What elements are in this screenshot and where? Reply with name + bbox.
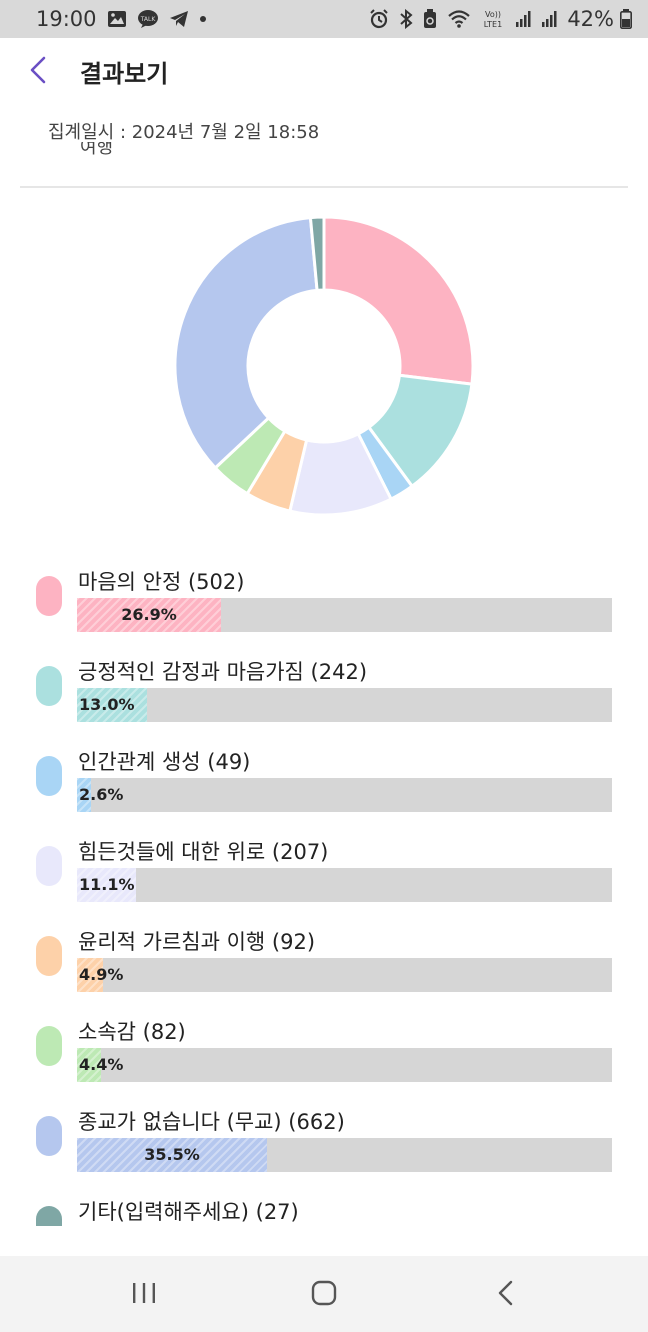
- signal-icon: [515, 10, 531, 28]
- result-label: 마음의 안정 (502): [78, 570, 245, 594]
- wifi-icon: [447, 9, 471, 29]
- svg-text:TALK: TALK: [139, 16, 156, 23]
- recent-apps-icon: [133, 1283, 155, 1303]
- legend-dot: [36, 756, 62, 796]
- result-label: 인간관계 생성 (49): [78, 750, 251, 774]
- result-item: 기타(입력해주세요) (27): [0, 1190, 648, 1226]
- svg-text:Vo)): Vo)): [485, 10, 501, 19]
- result-item: 소속감 (82) 4.4%: [0, 1010, 648, 1100]
- result-label: 소속감 (82): [78, 1020, 186, 1044]
- status-bar: 19:00 TALK Vo)) LTE1: [0, 0, 648, 38]
- percent-bar: 2.6%: [77, 778, 612, 812]
- result-label: 긍정적인 감정과 마음가짐 (242): [78, 660, 368, 684]
- result-item: 마음의 안정 (502) 26.9%: [0, 560, 648, 650]
- navigation-bar: [0, 1256, 648, 1332]
- percent-bar-fill: [77, 598, 221, 632]
- percent-text: 4.9%: [79, 965, 124, 984]
- home-icon: [311, 1280, 337, 1306]
- legend-dot: [36, 576, 62, 616]
- legend-dot: [36, 666, 62, 706]
- percent-bar: 35.5%: [77, 1138, 612, 1172]
- percent-bar-fill: [77, 1048, 101, 1082]
- percent-bar: 11.1%: [77, 868, 612, 902]
- result-label: 윤리적 가르침과 이행 (92): [78, 930, 316, 954]
- percent-bar: 4.9%: [77, 958, 612, 992]
- telegram-icon: [169, 10, 189, 28]
- result-list[interactable]: 마음의 안정 (502) 26.9% 긍정적인 감정과 마음가짐 (242) 13.0…: [0, 560, 648, 1226]
- percent-bar-fill: [77, 1138, 267, 1172]
- donut-slice: [322, 215, 475, 386]
- result-item: 윤리적 가르침과 이행 (92) 4.9%: [0, 920, 648, 1010]
- signal-icon: [541, 10, 557, 28]
- result-label: 힘든것들에 대한 위로 (207): [78, 840, 329, 864]
- result-label: 종교가 없습니다 (무교) (662): [78, 1110, 345, 1134]
- back-button[interactable]: [24, 54, 56, 86]
- result-item: 힘든것들에 대한 위로 (207) 11.1%: [0, 830, 648, 920]
- percent-bar: 4.4%: [77, 1048, 612, 1082]
- donut-slice: [173, 215, 319, 471]
- result-item: 종교가 없습니다 (무교) (662) 35.5%: [0, 1100, 648, 1190]
- percent-bar-fill: [77, 688, 147, 722]
- legend-dot: [36, 936, 62, 976]
- donut-chart-svg: [173, 215, 475, 517]
- donut-slice: [308, 215, 326, 292]
- percent-text: 2.6%: [79, 785, 124, 804]
- percent-text: 11.1%: [79, 875, 135, 894]
- legend-dot: [36, 1026, 62, 1066]
- status-left: 19:00 TALK: [36, 7, 207, 31]
- result-item: 인간관계 생성 (49) 2.6%: [0, 740, 648, 830]
- legend-dot: [36, 1206, 62, 1226]
- chevron-left-icon: [30, 56, 46, 84]
- legend-dot: [36, 846, 62, 886]
- dot-icon: [199, 15, 207, 23]
- percent-text: 13.0%: [79, 695, 135, 714]
- status-time: 19:00: [36, 7, 97, 31]
- kakaotalk-icon: TALK: [137, 9, 159, 29]
- percent-bar: 26.9%: [77, 598, 612, 632]
- volte-icon: Vo)) LTE1: [481, 8, 505, 30]
- result-item: 긍정적인 감정과 마음가짐 (242) 13.0%: [0, 650, 648, 740]
- battery-saver-icon: [423, 9, 437, 29]
- truncated-subtitle: 여행: [80, 142, 113, 164]
- percent-text: 26.9%: [121, 605, 177, 624]
- legend-dot: [36, 1116, 62, 1156]
- svg-text:LTE1: LTE1: [484, 20, 502, 29]
- percent-bar: 13.0%: [77, 688, 612, 722]
- bluetooth-icon: [399, 9, 413, 29]
- battery-status: 42%: [567, 7, 632, 31]
- battery-icon: [620, 9, 632, 29]
- truncated-subtitle-text: 여행: [80, 142, 114, 158]
- donut-chart: [173, 215, 475, 517]
- status-right: Vo)) LTE1 42%: [369, 7, 632, 31]
- divider: [20, 186, 628, 188]
- app-header: 결과보기: [0, 38, 648, 104]
- page-title: 결과보기: [80, 60, 169, 88]
- aggregation-datetime: 집계일시 : 2024년 7월 2일 18:58: [48, 122, 320, 143]
- alarm-icon: [369, 9, 389, 29]
- percent-bar-fill: [77, 958, 103, 992]
- home-button[interactable]: [306, 1278, 342, 1310]
- result-label: 기타(입력해주세요) (27): [78, 1200, 299, 1224]
- gallery-icon: [107, 10, 127, 28]
- percent-bar-fill: [77, 778, 91, 812]
- percent-text: 4.4%: [79, 1055, 124, 1074]
- battery-percent: 42%: [567, 7, 614, 31]
- percent-bar-fill: [77, 868, 136, 902]
- back-icon: [498, 1280, 513, 1306]
- recent-apps-button[interactable]: [126, 1278, 162, 1310]
- percent-text: 35.5%: [144, 1145, 200, 1164]
- system-back-button[interactable]: [488, 1278, 524, 1310]
